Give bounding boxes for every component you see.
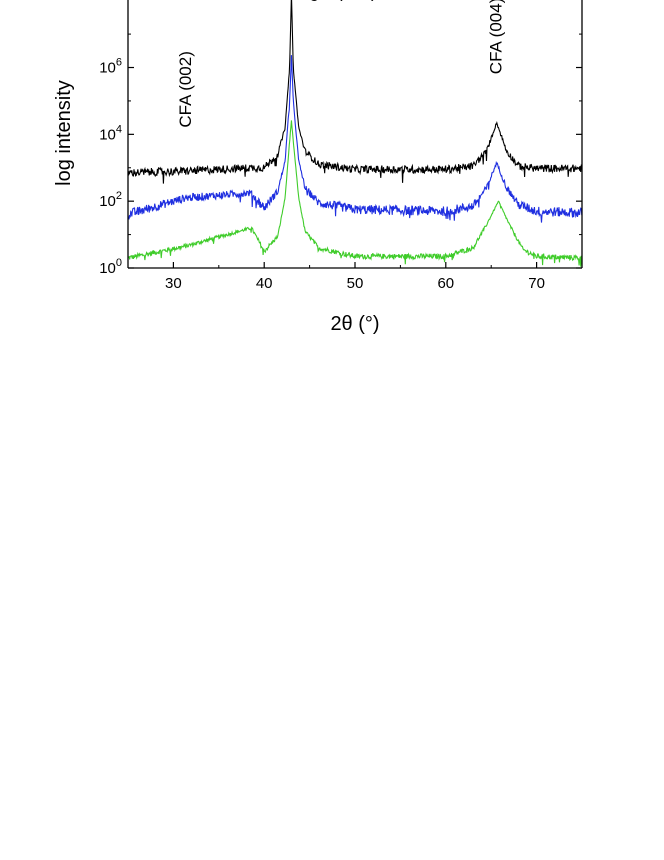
y-tick-label: 104 (99, 123, 122, 143)
annotation-label: CFA (002) (176, 51, 195, 128)
series-line-0 (127, 0, 582, 184)
x-tick-label: 70 (528, 275, 545, 292)
y-tick-label: 100 (99, 257, 122, 277)
x-axis-label: 2θ (°) (330, 313, 379, 335)
series-layer (127, 0, 583, 267)
x-tick-label: 50 (347, 275, 364, 292)
y-tick-label: 102 (99, 190, 122, 210)
annotation-layer: MgO (002) CFA (002) CFA (004) (176, 0, 506, 128)
axis-layer: 30 40 50 60 70 100 102 104 106 (99, 0, 583, 292)
x-tick-label: 40 (256, 275, 273, 292)
annotation-label: CFA (004) (487, 0, 506, 74)
y-axis-label: log intensity (53, 80, 75, 186)
y-tick-label: 106 (99, 57, 122, 77)
x-tick-label: 60 (437, 275, 454, 292)
series-line-1 (127, 55, 583, 223)
series-line-2 (127, 120, 583, 267)
annotation-label: MgO (002) (295, 0, 376, 1)
x-tick-label: 30 (165, 275, 182, 292)
